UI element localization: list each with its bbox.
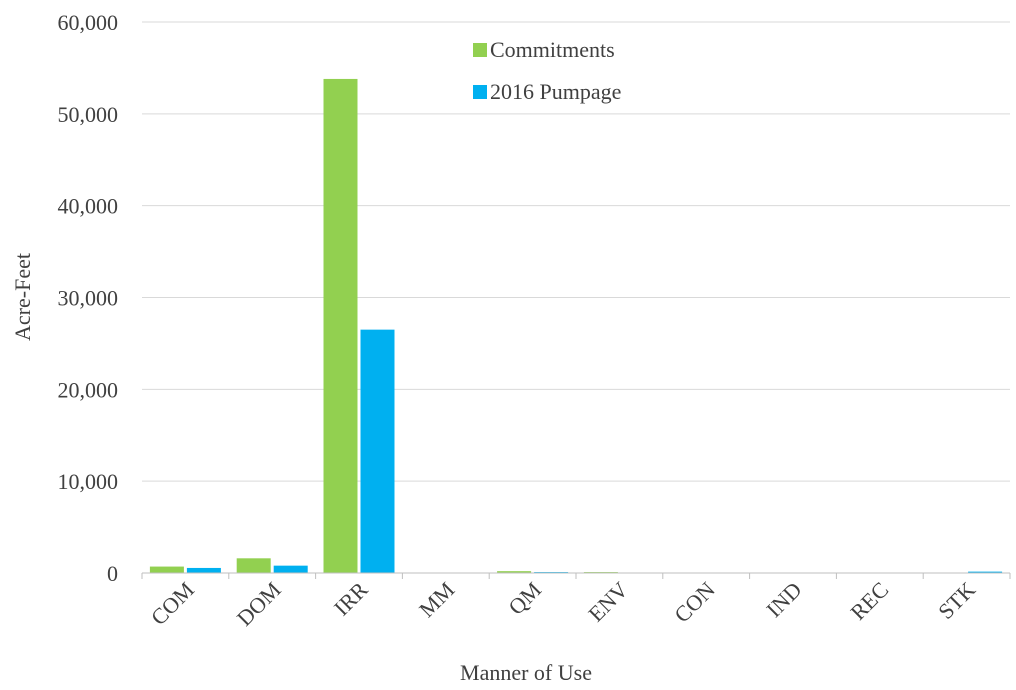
gridlines [142, 21, 1010, 482]
x-tick-label: MM [414, 577, 459, 622]
x-tick-label: IND [761, 577, 806, 622]
legend-swatch-commitments [473, 43, 487, 57]
bar-commitments-com [149, 566, 184, 573]
bar-2016-pumpage-stk [968, 571, 1003, 573]
x-tick-label: IRR [329, 577, 373, 621]
x-axis-ticks [141, 573, 1011, 579]
legend-label-commitments: Commitments [490, 37, 615, 62]
y-tick-label: 0 [107, 561, 118, 586]
bar-2016-pumpage-dom [273, 565, 308, 573]
y-tick-label: 50,000 [58, 102, 119, 127]
legend-label-2016-pumpage: 2016 Pumpage [490, 79, 621, 104]
bar-2016-pumpage-irr [360, 329, 395, 573]
y-axis-title: Acre-Feet [10, 253, 35, 341]
y-tick-label: 40,000 [58, 194, 119, 219]
y-axis-tick-labels: 0 10,000 20,000 30,000 40,000 50,000 60,000 [58, 10, 119, 586]
x-tick-label: STK [933, 577, 980, 624]
x-tick-label: DOM [232, 577, 286, 631]
y-tick-label: 10,000 [58, 469, 119, 494]
x-axis-title: Manner of Use [460, 660, 592, 685]
x-tick-label: ENV [583, 577, 633, 627]
bar-commitments-dom [236, 558, 271, 573]
bar-commitments-irr [323, 78, 358, 573]
bar-commitments-qm [497, 571, 532, 573]
x-axis-tick-labels: COM DOM IRR MM QM ENV CON IND REC STK [146, 577, 980, 631]
bar-2016-pumpage-com [186, 567, 221, 573]
legend-swatch-2016-pumpage [473, 85, 487, 99]
legend: Commitments 2016 Pumpage [473, 37, 621, 104]
y-tick-label: 30,000 [58, 286, 119, 311]
bars [149, 78, 1003, 573]
y-tick-label: 20,000 [58, 377, 119, 402]
x-tick-label: REC [845, 577, 893, 625]
y-tick-label: 60,000 [58, 10, 119, 35]
x-tick-label: QM [503, 577, 546, 620]
x-tick-label: COM [146, 577, 199, 630]
x-tick-label: CON [669, 577, 720, 628]
